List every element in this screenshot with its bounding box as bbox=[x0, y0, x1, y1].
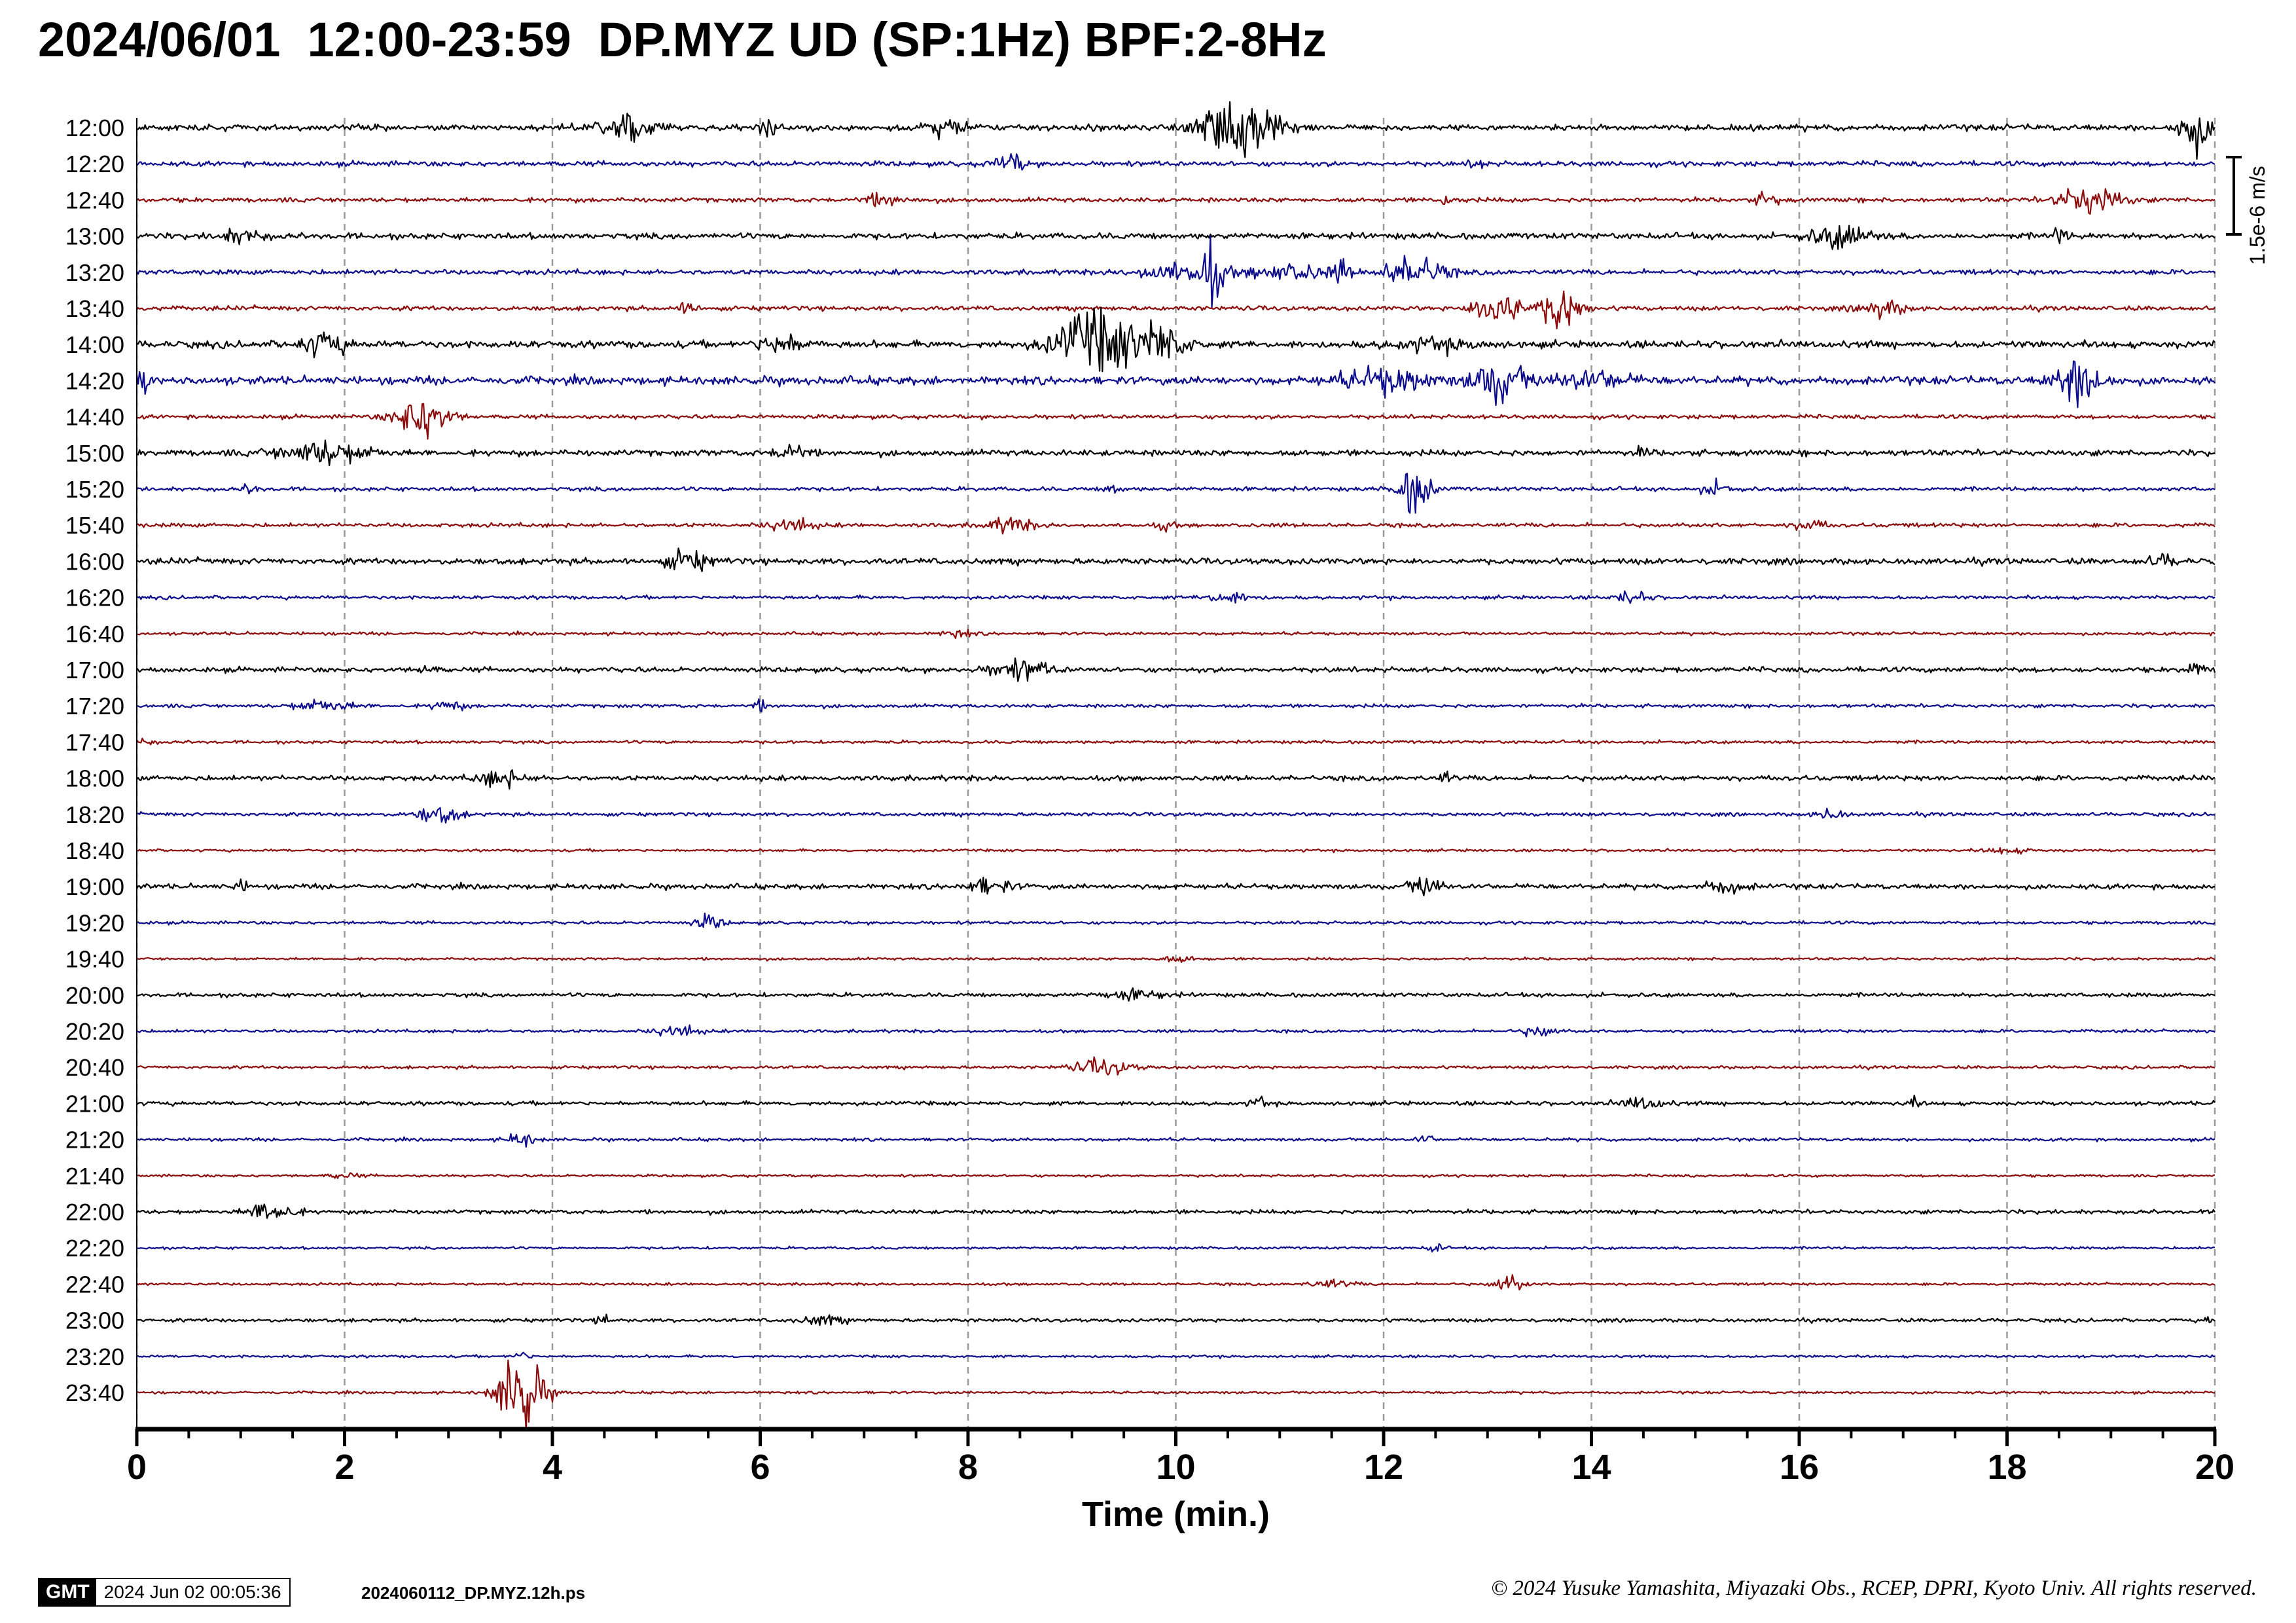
trace-1200 bbox=[136, 101, 2215, 160]
x-tick-label: 6 bbox=[750, 1448, 770, 1487]
row-label: 17:40 bbox=[65, 729, 124, 756]
row-label: 16:20 bbox=[65, 585, 124, 611]
row-time-labels: 12:00 12:20 12:40 13:00 13:20 13:40 14:00 14:20… bbox=[65, 115, 124, 1406]
generation-timestamp: 2024 Jun 02 00:05:36 bbox=[103, 1582, 281, 1602]
row-label: 14:40 bbox=[65, 404, 124, 431]
gmt-timestamp-box: GMT 2024 Jun 02 00:05:36 bbox=[38, 1578, 291, 1607]
trace-2000 bbox=[136, 987, 2215, 1002]
row-label: 20:20 bbox=[65, 1018, 124, 1045]
copyright-notice: © 2024 Yusuke Yamashita, Miyazaki Obs., … bbox=[1491, 1577, 2257, 1600]
row-label: 17:20 bbox=[65, 693, 124, 720]
row-label: 21:20 bbox=[65, 1127, 124, 1154]
trace-1900 bbox=[136, 877, 2215, 896]
x-axis: 0 2 4 6 8 10 12 14 16 18 20 Time (min.) bbox=[127, 118, 2234, 1534]
row-label: 12:00 bbox=[65, 115, 124, 141]
row-label: 21:00 bbox=[65, 1090, 124, 1117]
row-label: 15:40 bbox=[65, 512, 124, 539]
trace-2040 bbox=[136, 1056, 2215, 1076]
trace-1740 bbox=[136, 737, 2215, 746]
trace-1540 bbox=[136, 517, 2215, 535]
x-tick-label: 16 bbox=[1780, 1448, 1819, 1487]
row-label: 17:00 bbox=[65, 657, 124, 684]
trace-1800 bbox=[136, 769, 2215, 790]
row-label: 19:00 bbox=[65, 873, 124, 900]
row-label: 14:00 bbox=[65, 331, 124, 358]
x-tick-label: 4 bbox=[543, 1448, 562, 1487]
trace-1520 bbox=[136, 473, 2215, 514]
trace-1940 bbox=[136, 956, 2215, 963]
row-label: 15:00 bbox=[65, 440, 124, 467]
trace-1720 bbox=[136, 698, 2215, 713]
scale-bar-label: 1.5e-6 m/s bbox=[2246, 166, 2269, 264]
trace-1440 bbox=[136, 403, 2215, 440]
trace-1840 bbox=[136, 847, 2215, 855]
trace-2240 bbox=[136, 1274, 2215, 1290]
trace-1320 bbox=[136, 235, 2215, 308]
x-tick-label: 14 bbox=[1571, 1448, 1611, 1487]
trace-1700 bbox=[136, 657, 2216, 682]
x-tick-label: 12 bbox=[1364, 1448, 1403, 1487]
row-label: 18:40 bbox=[65, 837, 124, 864]
x-tick-label: 0 bbox=[127, 1448, 147, 1487]
row-label: 13:00 bbox=[65, 223, 124, 250]
trace-2140 bbox=[136, 1172, 2215, 1179]
trace-1300 bbox=[136, 225, 2215, 250]
trace-1240 bbox=[136, 188, 2215, 215]
row-label: 23:20 bbox=[65, 1343, 124, 1370]
trace-1500 bbox=[136, 439, 2215, 467]
time-gridlines bbox=[135, 118, 2216, 1429]
row-label: 22:00 bbox=[65, 1199, 124, 1226]
trace-1600 bbox=[136, 547, 2215, 572]
amplitude-scale-bar: 1.5e-6 m/s bbox=[2226, 156, 2269, 265]
x-tick-label: 20 bbox=[2195, 1448, 2234, 1487]
row-label: 16:40 bbox=[65, 621, 124, 647]
x-tick-label: 2 bbox=[334, 1448, 354, 1487]
trace-1340 bbox=[136, 290, 2215, 329]
plot-title: 2024/06/01 12:00-23:59 DP.MYZ UD (SP:1Hz… bbox=[38, 12, 1327, 67]
trace-2320 bbox=[136, 1351, 2215, 1359]
trace-1400 bbox=[136, 306, 2215, 373]
trace-1920 bbox=[136, 912, 2215, 928]
row-label: 21:40 bbox=[65, 1163, 124, 1190]
trace-2100 bbox=[136, 1095, 2215, 1109]
row-label: 12:20 bbox=[65, 151, 124, 177]
row-label: 20:40 bbox=[65, 1054, 124, 1081]
trace-1220 bbox=[136, 153, 2215, 171]
trace-2340 bbox=[136, 1359, 2215, 1431]
row-label: 22:20 bbox=[65, 1235, 124, 1262]
x-axis-label: Time (min.) bbox=[1082, 1495, 1270, 1534]
row-label: 13:40 bbox=[65, 295, 124, 322]
x-tick-label: 10 bbox=[1156, 1448, 1195, 1487]
x-tick-label: 8 bbox=[958, 1448, 978, 1487]
row-label: 23:40 bbox=[65, 1379, 124, 1406]
row-label: 18:20 bbox=[65, 801, 124, 828]
trace-2020 bbox=[136, 1024, 2215, 1038]
trace-2220 bbox=[136, 1243, 2215, 1252]
row-label: 12:40 bbox=[65, 187, 124, 213]
row-label: 15:20 bbox=[65, 476, 124, 503]
trace-2200 bbox=[136, 1203, 2215, 1219]
gmt-logo: GMT bbox=[39, 1579, 96, 1605]
row-label: 16:00 bbox=[65, 548, 124, 575]
trace-1420 bbox=[135, 360, 2215, 409]
trace-1820 bbox=[136, 807, 2215, 824]
row-label: 14:20 bbox=[65, 367, 124, 394]
row-label: 13:20 bbox=[65, 259, 124, 286]
trace-1640 bbox=[136, 629, 2215, 639]
row-label: 23:00 bbox=[65, 1307, 124, 1334]
source-filename: 2024060112_DP.MYZ.12h.ps bbox=[361, 1583, 586, 1603]
row-label: 20:00 bbox=[65, 982, 124, 1009]
trace-2120 bbox=[136, 1133, 2215, 1148]
row-label: 19:40 bbox=[65, 946, 124, 973]
x-tick-label: 18 bbox=[1987, 1448, 2026, 1487]
row-label: 19:20 bbox=[65, 909, 124, 936]
row-label: 18:00 bbox=[65, 765, 124, 792]
trace-1620 bbox=[136, 590, 2215, 604]
row-label: 22:40 bbox=[65, 1271, 124, 1298]
trace-2300 bbox=[136, 1313, 2215, 1326]
seismic-traces bbox=[135, 101, 2216, 1431]
